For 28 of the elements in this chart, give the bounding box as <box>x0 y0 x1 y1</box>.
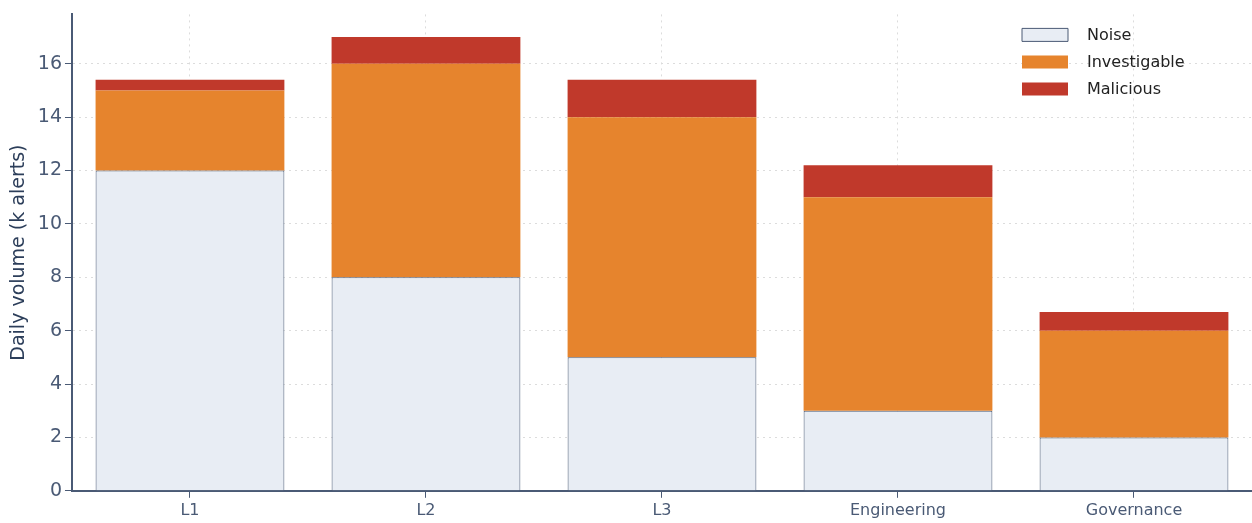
bar <box>567 117 757 358</box>
y-tick-label: 8 <box>49 264 62 287</box>
y-tick-label: 12 <box>37 157 62 180</box>
legend-label: Malicious <box>1087 78 1162 98</box>
y-tick-label: 14 <box>37 104 62 127</box>
bar <box>95 79 285 91</box>
y-tick-label: 10 <box>37 210 62 233</box>
bar <box>1039 311 1229 331</box>
x-tick-label: L3 <box>652 499 672 519</box>
y-tick-label: 4 <box>49 370 62 393</box>
y-tick-label: 0 <box>49 477 62 500</box>
bar <box>1039 330 1229 438</box>
x-tick-label: L2 <box>416 499 436 519</box>
legend-label: Noise <box>1087 24 1132 44</box>
bar <box>803 197 993 411</box>
y-tick-label: 6 <box>49 317 62 340</box>
bar <box>331 37 521 64</box>
y-tick-label: 16 <box>37 50 62 73</box>
bar <box>567 79 757 118</box>
legend-label: Investigable <box>1087 51 1185 71</box>
bar <box>803 165 993 198</box>
bar <box>95 90 285 171</box>
x-tick-label: Governance <box>1085 499 1183 519</box>
bar <box>331 63 521 278</box>
y-tick-label: 2 <box>49 424 62 447</box>
x-tick-label: L1 <box>180 499 200 519</box>
y-axis-title: Daily volume (k alerts) <box>6 144 29 361</box>
x-tick-label: Engineering <box>849 499 946 519</box>
